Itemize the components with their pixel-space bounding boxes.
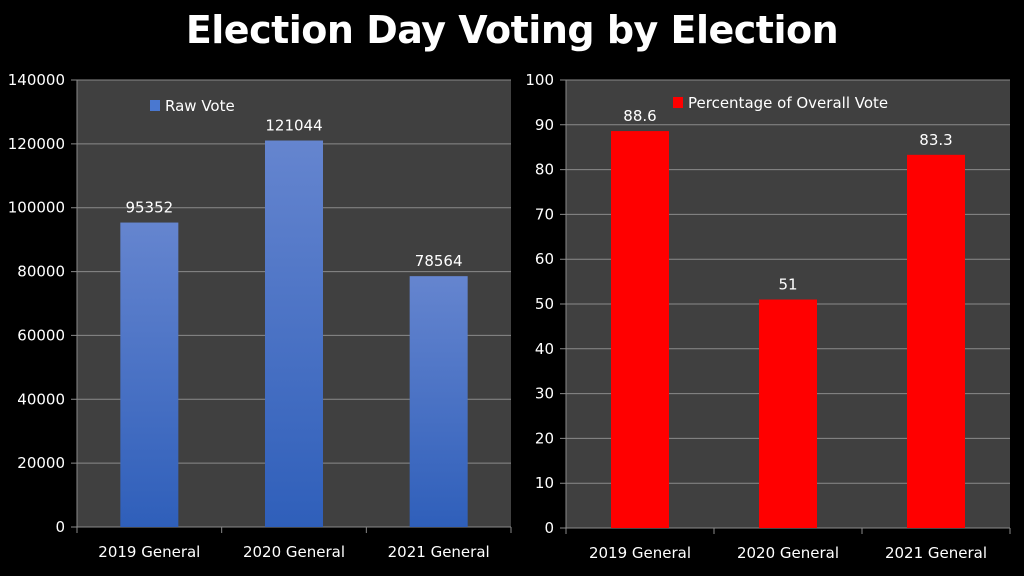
bar bbox=[907, 154, 965, 529]
legend-label: Raw Vote bbox=[165, 97, 235, 115]
y-tick-label: 60000 bbox=[17, 326, 65, 344]
y-tick-label: 50 bbox=[535, 295, 554, 313]
bar bbox=[409, 276, 468, 527]
percentage-chart: 0 10 20 30 40 50 60 70 80 90 100 88.6 2019 General 51… bbox=[525, 71, 1011, 562]
legend-swatch bbox=[150, 100, 160, 111]
data-label: 88.6 bbox=[623, 107, 656, 125]
y-tick-label: 100000 bbox=[8, 199, 65, 217]
y-tick-label: 80 bbox=[535, 161, 554, 179]
y-tick-label: 0 bbox=[544, 519, 554, 537]
raw-vote-chart: 0 20000 40000 60000 80000 100000 120000 140000 9… bbox=[8, 71, 512, 561]
data-label: 51 bbox=[778, 276, 797, 294]
data-label: 121044 bbox=[265, 117, 322, 135]
y-tick-label: 0 bbox=[55, 518, 65, 536]
x-category-label: 2019 General bbox=[589, 544, 691, 562]
y-tick-label: 20000 bbox=[17, 454, 65, 472]
y-tick-label: 10 bbox=[535, 474, 554, 492]
bar bbox=[265, 140, 323, 527]
x-category-label: 2020 General bbox=[243, 543, 345, 561]
y-tick-label: 140000 bbox=[8, 71, 65, 89]
x-category-label: 2019 General bbox=[98, 543, 200, 561]
legend-swatch bbox=[673, 97, 683, 108]
x-category-label: 2021 General bbox=[885, 544, 987, 562]
data-label: 78564 bbox=[415, 252, 463, 270]
bar bbox=[611, 131, 669, 528]
bar bbox=[759, 299, 817, 528]
data-label: 95352 bbox=[125, 199, 173, 217]
y-tick-label: 70 bbox=[535, 205, 554, 223]
x-category-label: 2020 General bbox=[737, 544, 839, 562]
page-title: Election Day Voting by Election bbox=[185, 8, 839, 52]
legend-label: Percentage of Overall Vote bbox=[688, 94, 888, 112]
y-tick-label: 100 bbox=[525, 71, 554, 89]
y-tick-label: 90 bbox=[535, 116, 554, 134]
y-tick-label: 60 bbox=[535, 250, 554, 268]
y-tick-label: 80000 bbox=[17, 263, 65, 281]
y-tick-label: 30 bbox=[535, 385, 554, 403]
x-category-label: 2021 General bbox=[388, 543, 490, 561]
y-tick-label: 40000 bbox=[17, 390, 65, 408]
y-tick-label: 120000 bbox=[8, 135, 65, 153]
y-tick-label: 20 bbox=[535, 429, 554, 447]
data-label: 83.3 bbox=[919, 131, 952, 149]
y-tick-label: 40 bbox=[535, 340, 554, 358]
bar bbox=[120, 222, 179, 527]
